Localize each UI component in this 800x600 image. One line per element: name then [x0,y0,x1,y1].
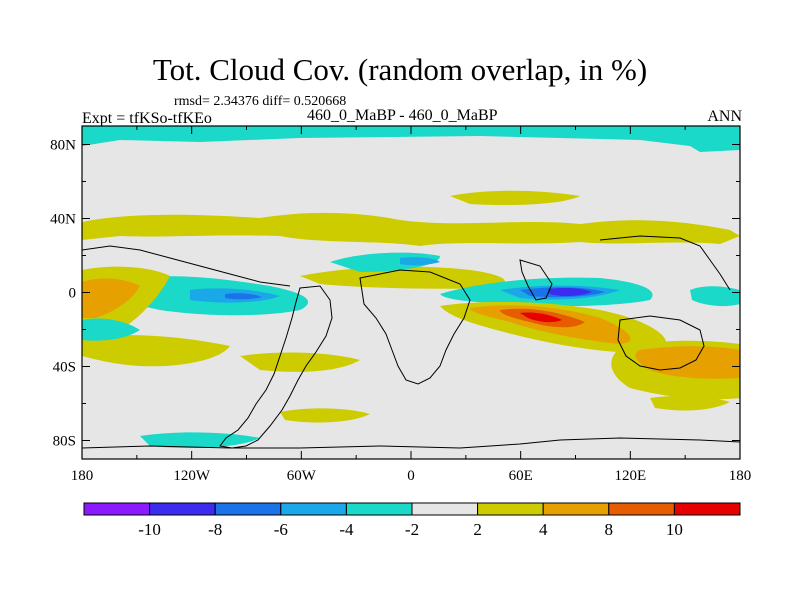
x-tick-label: 60E [509,468,533,484]
colorbar-label: 8 [605,520,614,539]
colorbar: -10 -8 -6 -4 -2 2 4 8 10 [83,502,741,539]
x-tick-label: 0 [407,468,415,484]
x-tick-label: 180 [729,468,752,484]
axis-ticks [81,126,741,459]
field-southern-positive-4 [650,395,730,411]
field-epacific-positive-2 [82,278,140,318]
colorbar-label: -10 [138,520,161,539]
landmass-africa [359,269,471,385]
landmass-antarctica [82,437,740,449]
colorbar-swatch [477,502,544,516]
field-tropical-negative-west-deep [225,293,262,300]
colorbar-swatch [542,502,610,516]
y-tick-label: 40S [53,360,76,376]
y-tick-label: 0 [69,286,77,302]
y-tick-label: 80S [53,434,76,450]
colorbar-label: -4 [339,520,354,539]
field-indian-negative-4 [548,288,592,297]
colorbar-label: 10 [666,520,683,539]
field-southern-positive-3 [280,408,370,423]
colorbar-label: -6 [274,520,288,539]
colorbar-label: -8 [208,520,222,539]
colorbar-label: 4 [539,520,548,539]
field-sindian-positive-4 [520,312,562,323]
field-antarctic-negative-3 [690,286,740,307]
colorbar-swatch [411,502,479,516]
x-tick-label: 60W [287,468,317,484]
field-arctic-negative [82,126,740,152]
landmass-india [519,259,553,301]
landmass-south-america [219,285,333,449]
chart-title: Tot. Cloud Cov. (random overlap, in %) [152,52,648,87]
field-nh-negative-atlantic-core [400,257,440,266]
landmass-asia [599,235,731,291]
experiment-label: Expt = tfKSo-tfKEo [82,110,212,127]
field-nh-midlat-positive [82,212,740,246]
colorbar-label: -2 [405,520,419,539]
x-tick-label: 120E [614,468,646,484]
y-tick-label: 80N [50,138,76,154]
season-label: ANN [707,108,742,125]
field-nh-positive-3 [300,266,505,289]
field-spacific-positive-2 [635,346,740,379]
field-antarctic-negative-2 [82,318,140,341]
colorbar-swatch [280,502,347,516]
stats-line: rmsd= 2.34376 diff= 0.520668 [174,94,347,109]
colorbar-swatch [214,502,282,516]
colorbar-swatch [345,502,413,516]
field-southern-positive-1 [82,335,230,367]
comparison-label: 460_0_MaBP - 460_0_MaBP [307,107,498,124]
colorbar-swatch [83,502,151,516]
colorbar-swatch [149,502,216,516]
continent-outlines [82,235,740,449]
field-southern-positive-2 [240,352,360,372]
colorbar-label: 2 [473,520,482,539]
axis-tick-labels: 180 120W 60W 0 60E 120E 180 80N 40N 0 40S 80S [50,138,751,485]
landmass-australia [617,315,705,371]
x-tick-label: 180 [71,468,94,484]
x-tick-label: 120W [173,468,211,484]
field-antarctic-negative-1 [140,432,260,448]
colorbar-swatch [673,502,741,516]
colorbar-swatch [608,502,675,516]
y-tick-label: 40N [50,212,76,228]
field-nh-positive-2 [450,190,580,206]
landmass-north-america [82,245,291,287]
